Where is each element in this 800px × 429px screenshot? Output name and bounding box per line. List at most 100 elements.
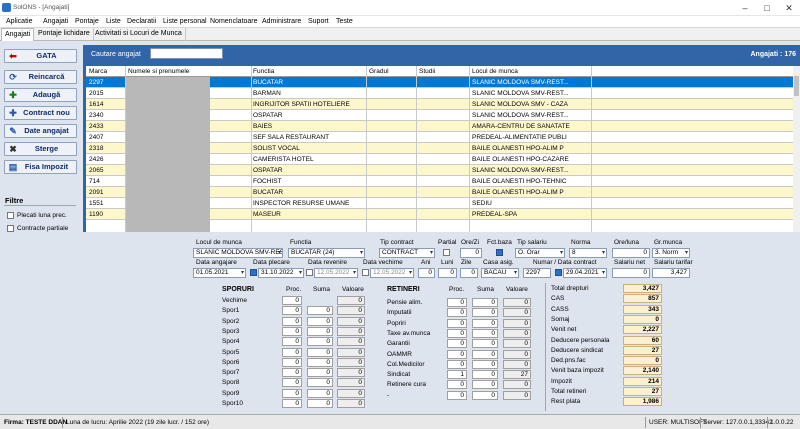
retineri-suma-input[interactable]: 0 xyxy=(472,308,498,318)
contract-nou-button[interactable]: ✚ Contract nou xyxy=(4,106,77,120)
retineri-proc-input[interactable]: 0 xyxy=(447,359,467,369)
retineri-proc-input[interactable]: 0 xyxy=(447,318,467,328)
retineri-suma-input[interactable]: 0 xyxy=(472,370,498,380)
retineri-proc-input[interactable]: 1 xyxy=(447,370,467,380)
table-row[interactable]: 2297 BUCATAR SLANIC MOLDOVA SMV-REST... xyxy=(86,77,793,88)
table-row[interactable]: 1551 INSPECTOR RESURSE UMANE SEDIU xyxy=(86,198,793,209)
zile-input[interactable]: 0 xyxy=(460,268,478,278)
sporuri-proc-input[interactable]: 0 xyxy=(282,378,302,388)
retineri-suma-input[interactable]: 0 xyxy=(472,339,498,349)
close-icon[interactable]: ✕ xyxy=(785,3,793,13)
menu-angajati[interactable]: Angajati xyxy=(43,18,69,25)
table-row[interactable]: 2407 SEF SALA RESTAURANT PREDEAL-ALIMENTAT… xyxy=(86,132,793,143)
data-plecare-checkbox[interactable] xyxy=(250,269,257,276)
retineri-proc-input[interactable]: 0 xyxy=(447,308,467,318)
retineri-suma-input[interactable]: 0 xyxy=(472,390,498,400)
ani-input[interactable]: 0 xyxy=(418,268,435,278)
retineri-proc-input[interactable]: 0 xyxy=(447,380,467,390)
menu-declaratii[interactable]: Declaratii xyxy=(127,18,157,25)
maximize-icon[interactable]: □ xyxy=(764,3,770,13)
tip-contract-select[interactable]: CONTRACT xyxy=(379,248,435,258)
plecati-checkbox[interactable] xyxy=(7,212,14,219)
retineri-suma-input[interactable]: 0 xyxy=(472,359,498,369)
data-plecare-input[interactable]: 31.10.2022 xyxy=(258,268,304,278)
norma-select[interactable]: 8 xyxy=(569,248,607,258)
sporuri-suma-input[interactable]: 0 xyxy=(307,388,333,398)
retineri-suma-input[interactable]: 0 xyxy=(472,349,498,359)
data-angajare-input[interactable]: 01.05.2021 xyxy=(193,268,246,278)
sporuri-suma-input[interactable]: 0 xyxy=(307,357,333,367)
menu-liste[interactable]: Liste xyxy=(106,18,121,25)
sporuri-suma-input[interactable]: 0 xyxy=(307,337,333,347)
salariu-net-input[interactable]: 0 xyxy=(612,268,650,278)
menu-teste[interactable]: Teste xyxy=(336,18,353,25)
retineri-suma-input[interactable]: 0 xyxy=(472,318,498,328)
data-vechime-checkbox[interactable] xyxy=(362,269,369,276)
loc-munca-select[interactable]: SLANIC MOLDOVA SMV-RES xyxy=(193,248,283,258)
sterge-button[interactable]: ✖ Sterge xyxy=(4,142,77,156)
gr-munca-select[interactable]: 3. Norm xyxy=(652,248,690,258)
retineri-suma-input[interactable]: 0 xyxy=(472,298,498,307)
salariu-tarifar-input[interactable]: 3,427 xyxy=(652,268,690,278)
data-revenire-input[interactable]: 12.05.2022 xyxy=(314,268,358,278)
sporuri-proc-input[interactable]: 0 xyxy=(282,368,302,378)
numar-contract-input[interactable]: 2297 xyxy=(523,268,551,278)
col-nume[interactable]: Numele si prenumele xyxy=(128,68,190,75)
menu-pontaje[interactable]: Pontaje xyxy=(75,18,99,25)
menu-administrare[interactable]: Administrare xyxy=(262,18,302,25)
sporuri-suma-input[interactable]: 0 xyxy=(307,347,333,357)
adauga-button[interactable]: ✚ Adaugă xyxy=(4,88,77,102)
sporuri-suma-input[interactable]: 0 xyxy=(307,368,333,378)
data-contract-checkbox[interactable] xyxy=(555,269,562,276)
retineri-proc-input[interactable]: 0 xyxy=(447,349,467,359)
minimize-icon[interactable]: – xyxy=(742,3,748,13)
sporuri-suma-input[interactable]: 0 xyxy=(307,378,333,388)
menu-liste-personal[interactable]: Liste personal xyxy=(163,18,207,25)
retineri-proc-input[interactable]: 0 xyxy=(447,328,467,338)
table-row[interactable]: 714 FOCHIST BAILE OLANESTI HPO-TEHNIC xyxy=(86,176,793,187)
gata-button[interactable]: ⬅ GATA xyxy=(4,49,77,63)
table-row[interactable]: 1190 MASEUR PREDEAL-SPA xyxy=(86,209,793,220)
table-row[interactable]: 2091 BUCATAR BAILE OLANESTI HPO-ALIM P xyxy=(86,187,793,198)
retineri-suma-input[interactable]: 0 xyxy=(472,328,498,338)
tab-activitati[interactable]: Activitati si Locuri de Munca xyxy=(92,28,186,41)
col-loc-munca[interactable]: Locul de munca xyxy=(472,68,518,75)
date-angajat-button[interactable]: ✎ Date angajat xyxy=(4,124,77,138)
col-marca[interactable]: Marca xyxy=(89,68,108,75)
col-functia[interactable]: Functia xyxy=(253,68,275,75)
sporuri-proc-input[interactable]: 0 xyxy=(282,399,302,408)
casa-asig-select[interactable]: BACAU xyxy=(481,268,519,278)
fct-baza-checkbox[interactable] xyxy=(496,249,503,256)
table-row[interactable]: 2015 BARMAN SLANIC MOLDOVA SMV-REST... xyxy=(86,88,793,99)
sporuri-proc-input[interactable]: 0 xyxy=(282,347,302,357)
sporuri-suma-input[interactable]: 0 xyxy=(307,326,333,336)
table-row[interactable]: 2340 OSPATAR SLANIC MOLDOVA SMV-REST... xyxy=(86,110,793,121)
sporuri-proc-input[interactable]: 0 xyxy=(282,316,302,326)
menu-nomenclatoare[interactable]: Nomenclatoare xyxy=(210,18,258,25)
sporuri-suma-input[interactable]: 0 xyxy=(307,399,333,408)
retineri-proc-input[interactable]: 0 xyxy=(447,298,467,307)
table-row[interactable]: 1614 INGRIJITOR SPATII HOTELIERE SLANIC MO… xyxy=(86,99,793,110)
sporuri-proc-input[interactable]: 0 xyxy=(282,337,302,347)
retineri-proc-input[interactable]: 0 xyxy=(447,339,467,349)
table-row[interactable]: 2065 OSPATAR SLANIC MOLDOVA SMV-REST... xyxy=(86,165,793,176)
table-row[interactable]: 2318 SOLIST VOCAL BAILE OLANESTI HPO-ALIM … xyxy=(86,143,793,154)
data-contract-input[interactable]: 29.04.2021 xyxy=(563,268,607,278)
ore-zi-input[interactable]: 0 xyxy=(460,248,482,258)
fisa-impozit-button[interactable]: ▤ Fisa Impozit xyxy=(4,160,77,174)
search-input[interactable] xyxy=(150,48,223,59)
col-gradul[interactable]: Gradul xyxy=(369,68,389,75)
tab-angajati[interactable]: Angajati xyxy=(1,28,35,41)
functia-select[interactable]: BUCATAR (24) xyxy=(288,248,365,258)
table-row[interactable]: 2433 BAIES AMARA-CENTRU DE SANATATE xyxy=(86,121,793,132)
reincarca-button[interactable]: ⟳ Reincarcă xyxy=(4,70,77,84)
retineri-suma-input[interactable]: 0 xyxy=(472,380,498,390)
sporuri-proc-input[interactable]: 0 xyxy=(282,388,302,398)
table-row[interactable]: 2426 CAMERISTA HOTEL BAILE OLANESTI HPO-CA… xyxy=(86,154,793,165)
data-revenire-checkbox[interactable] xyxy=(306,269,313,276)
sporuri-suma-input[interactable]: 0 xyxy=(307,306,333,316)
col-studii[interactable]: Studii xyxy=(419,68,436,75)
luni-input[interactable]: 0 xyxy=(438,268,457,278)
sporuri-proc-input[interactable]: 0 xyxy=(282,306,302,316)
menu-suport[interactable]: Suport xyxy=(308,18,329,25)
